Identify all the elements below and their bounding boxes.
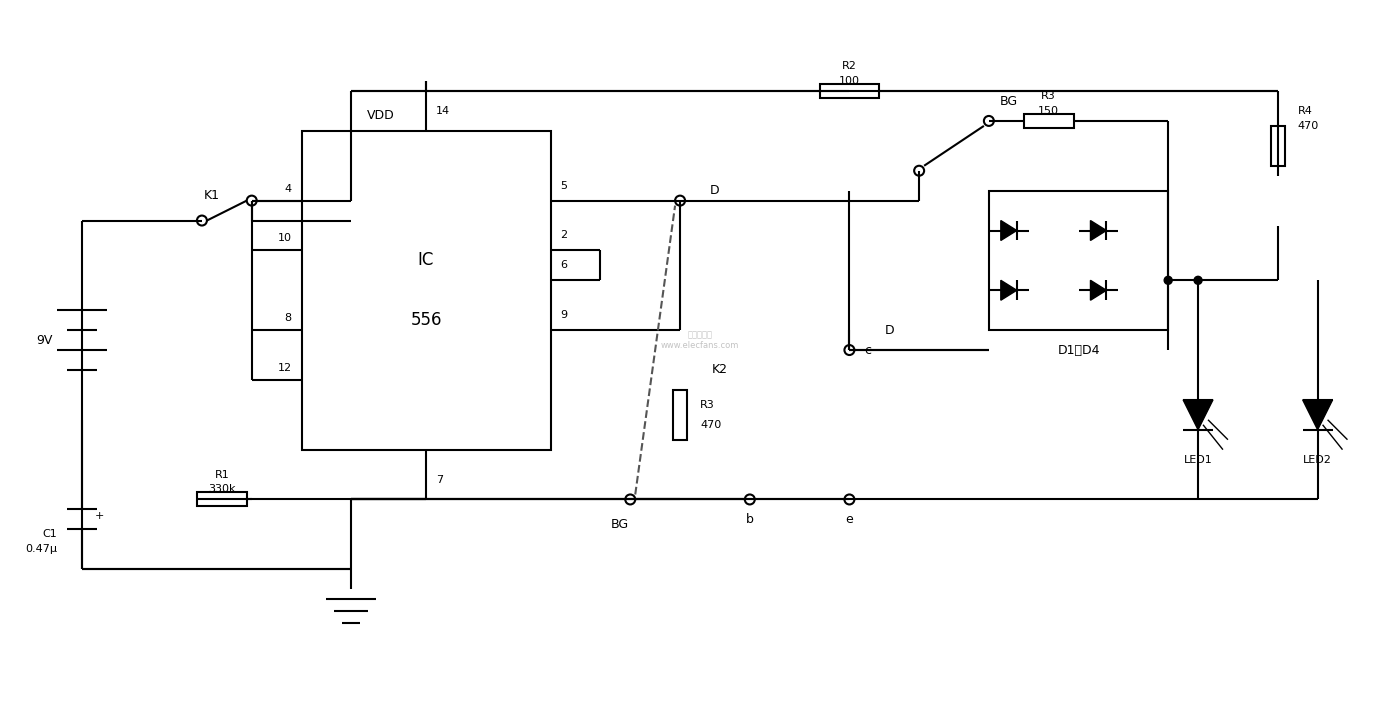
Text: 150: 150 — [1039, 106, 1059, 116]
Text: R4: R4 — [1298, 106, 1313, 116]
Text: LED1: LED1 — [1184, 454, 1213, 464]
Text: 14: 14 — [436, 106, 450, 116]
Polygon shape — [1001, 280, 1016, 300]
Bar — [1271, 126, 1285, 166]
Text: 330k: 330k — [208, 485, 236, 495]
Text: 10: 10 — [277, 233, 291, 243]
Text: 8: 8 — [284, 313, 291, 323]
Polygon shape — [1302, 400, 1333, 430]
Text: 9V: 9V — [36, 333, 53, 346]
Text: 4: 4 — [284, 184, 291, 194]
Circle shape — [1195, 276, 1202, 284]
Text: c: c — [864, 343, 871, 356]
Text: 9: 9 — [560, 310, 567, 320]
Text: LED2: LED2 — [1303, 454, 1333, 464]
Polygon shape — [1090, 280, 1107, 300]
Text: e: e — [846, 513, 853, 526]
Bar — [1023, 114, 1073, 128]
Bar — [197, 492, 247, 506]
Text: K2: K2 — [712, 364, 728, 377]
Text: D: D — [884, 323, 894, 337]
Text: 5: 5 — [560, 181, 567, 191]
Bar — [301, 131, 551, 450]
Text: D: D — [710, 184, 719, 197]
Text: C1: C1 — [43, 529, 57, 539]
Text: D1～D4: D1～D4 — [1057, 343, 1100, 356]
Text: b: b — [746, 513, 754, 526]
Text: 100: 100 — [839, 76, 860, 86]
Text: R3: R3 — [1041, 91, 1057, 101]
Text: 556: 556 — [410, 311, 442, 329]
Bar — [673, 390, 687, 440]
Text: BG: BG — [999, 94, 1018, 107]
Text: BG: BG — [611, 518, 629, 531]
Polygon shape — [1090, 220, 1107, 240]
Text: 7: 7 — [436, 474, 443, 485]
Text: IC: IC — [418, 251, 435, 269]
Text: R2: R2 — [842, 61, 857, 71]
Text: 470: 470 — [1298, 121, 1319, 131]
Bar — [988, 191, 1168, 330]
Text: +: + — [95, 511, 103, 521]
Text: 2: 2 — [560, 230, 567, 240]
Text: R1: R1 — [215, 469, 229, 480]
Text: R3: R3 — [700, 400, 715, 410]
Text: 470: 470 — [700, 420, 721, 430]
Text: 12: 12 — [277, 363, 291, 373]
Text: 多友航友网
www.elecfans.com: 多友航友网 www.elecfans.com — [661, 330, 739, 350]
Text: 0.47μ: 0.47μ — [25, 544, 57, 554]
Polygon shape — [1184, 400, 1213, 430]
Circle shape — [1164, 276, 1172, 284]
Text: VDD: VDD — [368, 109, 395, 122]
Text: 6: 6 — [560, 261, 567, 271]
Bar — [820, 84, 880, 98]
Text: K1: K1 — [204, 189, 220, 202]
Polygon shape — [1001, 220, 1016, 240]
